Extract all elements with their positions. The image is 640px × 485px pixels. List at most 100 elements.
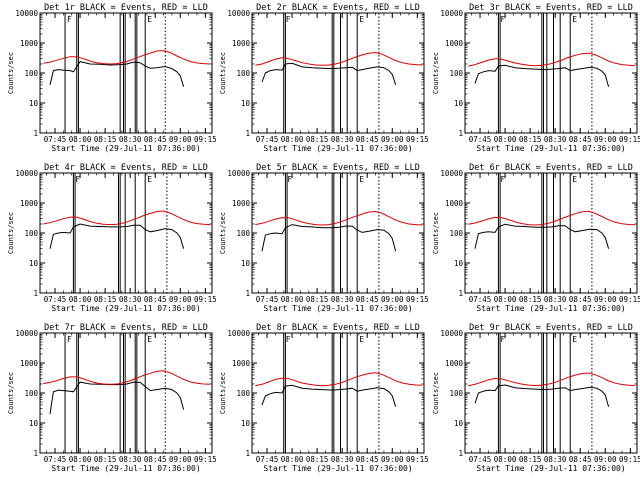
x-tick-label: 08:00 (69, 455, 92, 464)
x-tick-label: 08:00 (494, 135, 517, 144)
x-tick-label: 07:45 (469, 455, 492, 464)
flag-label: E (572, 335, 577, 344)
flag-label: F (67, 335, 72, 344)
x-tick-label: 09:00 (381, 455, 404, 464)
flag-label: E (572, 175, 577, 184)
y-tick-label: 10 (241, 419, 251, 428)
flag-label: F (287, 175, 292, 184)
y-tick-label: 1000 (445, 39, 464, 48)
chart-title: Det 7r BLACK = Events, RED = LLD (44, 323, 208, 333)
x-tick-label: 07:45 (256, 455, 279, 464)
y-tick-label: 1000 (232, 39, 251, 48)
y-tick-label: 1000 (445, 359, 464, 368)
flag-label: E (572, 15, 577, 24)
series-line (49, 381, 185, 415)
y-axis-label: Counts/sec (432, 372, 440, 414)
x-axis-label: Start Time (29-Jul-11 07:36:00) (51, 304, 200, 313)
x-tick-label: 09:15 (194, 135, 217, 144)
y-tick-label: 1000 (20, 199, 39, 208)
x-tick-label: 08:00 (281, 455, 304, 464)
plot-frame (464, 12, 638, 134)
x-tick-label: 08:30 (331, 295, 354, 304)
x-tick-label: 08:30 (331, 135, 354, 144)
y-tick-label: 1 (33, 449, 38, 458)
x-tick-label: 09:15 (406, 295, 429, 304)
x-tick-label: 07:45 (469, 295, 492, 304)
x-tick-label: 08:30 (544, 135, 567, 144)
x-axis-label: Start Time (29-Jul-11 07:36:00) (476, 144, 625, 153)
y-tick-label: 1000 (232, 199, 251, 208)
x-axis-label: Start Time (29-Jul-11 07:36:00) (51, 464, 200, 473)
y-tick-label: 1 (458, 449, 463, 458)
y-tick-label: 100 (449, 229, 463, 238)
y-tick-label: 100 (24, 69, 38, 78)
y-axis-label: Counts/sec (219, 52, 227, 94)
chart-title: Det 2r BLACK = Events, RED = LLD (256, 3, 420, 13)
series-line (255, 52, 423, 66)
flag-label: E (359, 335, 364, 344)
x-tick-label: 08:00 (494, 295, 517, 304)
x-tick-label: 09:00 (169, 135, 192, 144)
x-tick-label: 08:15 (519, 455, 542, 464)
x-tick-label: 09:00 (169, 295, 192, 304)
y-tick-label: 1000 (20, 39, 39, 48)
x-tick-label: 08:45 (356, 455, 379, 464)
y-tick-label: 1000 (445, 199, 464, 208)
flag-label: F (500, 15, 505, 24)
x-tick-label: 08:45 (144, 455, 167, 464)
series-line (474, 384, 610, 407)
y-tick-label: 1 (245, 129, 250, 138)
flag-label: F (500, 175, 505, 184)
y-tick-label: 100 (24, 229, 38, 238)
x-axis-label: Start Time (29-Jul-11 07:36:00) (263, 144, 412, 153)
x-tick-label: 07:45 (44, 455, 67, 464)
series-line (255, 210, 423, 226)
series-line (49, 61, 185, 87)
y-tick-label: 1000 (20, 359, 39, 368)
chart-panel: Det 9r BLACK = Events, RED = LLD 1 10 100 10… (432, 323, 640, 473)
plot-frame (39, 332, 213, 454)
plot-frame (39, 12, 213, 134)
y-axis-label: Counts/sec (219, 372, 227, 414)
flag-label: F (67, 15, 72, 24)
chart-title: Det 5r BLACK = Events, RED = LLD (256, 163, 420, 173)
y-tick-label: 10 (241, 259, 251, 268)
x-tick-label: 08:15 (519, 135, 542, 144)
x-tick-label: 08:15 (306, 455, 329, 464)
y-tick-label: 10 (29, 259, 39, 268)
series-line (474, 223, 610, 249)
plot-frame (251, 12, 425, 134)
y-axis-label: Counts/sec (432, 52, 440, 94)
x-tick-label: 09:15 (619, 455, 640, 464)
y-axis-label: Counts/sec (7, 212, 15, 254)
x-tick-label: 08:00 (69, 295, 92, 304)
chart-panel: Det 3r BLACK = Events, RED = LLD 1 10 100 10… (432, 3, 640, 153)
series-line (468, 210, 636, 226)
y-tick-label: 10 (29, 99, 39, 108)
chart-panel: Det 2r BLACK = Events, RED = LLD 1 10 100 10… (219, 3, 429, 153)
x-tick-label: 07:45 (256, 135, 279, 144)
y-tick-label: 10000 (227, 329, 250, 338)
chart-title: Det 9r BLACK = Events, RED = LLD (469, 323, 633, 333)
y-tick-label: 1 (245, 449, 250, 458)
series-line (43, 210, 211, 226)
x-tick-label: 08:00 (69, 135, 92, 144)
x-tick-label: 08:00 (281, 135, 304, 144)
chart-panel: Det 4r BLACK = Events, RED = LLD 1 10 100 10… (7, 163, 217, 313)
x-tick-label: 08:15 (306, 295, 329, 304)
x-tick-label: 09:00 (594, 455, 617, 464)
y-tick-label: 1000 (232, 359, 251, 368)
y-axis-label: Counts/sec (7, 52, 15, 94)
x-axis-label: Start Time (29-Jul-11 07:36:00) (263, 464, 412, 473)
x-tick-label: 08:45 (569, 455, 592, 464)
x-tick-label: 08:30 (119, 295, 142, 304)
x-tick-label: 09:15 (619, 135, 640, 144)
y-tick-label: 1 (458, 129, 463, 138)
x-tick-label: 08:45 (569, 135, 592, 144)
y-tick-label: 10 (454, 419, 464, 428)
y-tick-label: 1 (458, 289, 463, 298)
x-tick-label: 08:30 (119, 455, 142, 464)
chart-panel: Det 6r BLACK = Events, RED = LLD 1 10 100 10… (432, 163, 640, 313)
